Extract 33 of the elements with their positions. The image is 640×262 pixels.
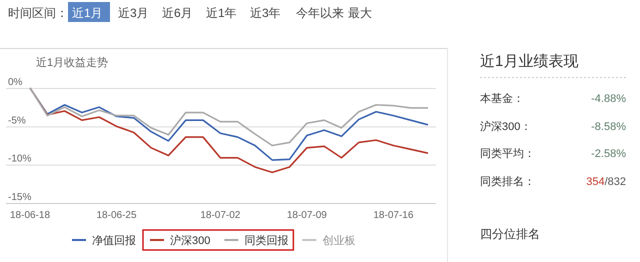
text: 近3年 xyxy=(250,6,281,20)
text: 同类排名： xyxy=(480,175,535,188)
x-tick-label: 18-07-02 xyxy=(200,210,241,221)
y-tick-label: -10% xyxy=(8,154,32,165)
text: 近1年 xyxy=(206,6,237,20)
legend-label: 同类回报 xyxy=(244,234,288,247)
text: -4.88% xyxy=(591,93,626,105)
text: 近6月 xyxy=(162,6,193,20)
text: -8.58% xyxy=(591,121,626,133)
text: -2.58% xyxy=(591,148,626,160)
text: 最大 xyxy=(348,6,372,20)
text: 近1月业绩表现 xyxy=(480,53,578,70)
text: 近1月 xyxy=(72,6,103,20)
text: 354 xyxy=(586,176,605,188)
chart-title: 近1月收益走势 xyxy=(36,56,108,69)
y-tick-label: -5% xyxy=(8,115,26,126)
text: 近3月 xyxy=(118,6,149,20)
legend-label: 沪深300 xyxy=(170,234,210,247)
legend-label: 净值回报 xyxy=(92,235,136,247)
text: 同类平均： xyxy=(480,147,535,160)
text: 沪深300： xyxy=(480,120,532,133)
text: 时间区间： xyxy=(8,6,68,20)
y-tick-label: 0% xyxy=(8,77,23,88)
x-tick-label: 18-07-16 xyxy=(373,210,414,221)
x-tick-label: 18-06-25 xyxy=(96,210,137,221)
legend-label: 创业板 xyxy=(322,234,356,247)
y-tick-label: -15% xyxy=(8,192,32,203)
text: 本基金： xyxy=(480,92,524,105)
text: 四分位排名 xyxy=(480,227,540,241)
x-tick-label: 18-06-18 xyxy=(10,210,50,221)
text: /832 xyxy=(604,176,626,188)
x-tick-label: 18-07-09 xyxy=(286,210,328,221)
text: 今年以来 xyxy=(296,6,344,20)
